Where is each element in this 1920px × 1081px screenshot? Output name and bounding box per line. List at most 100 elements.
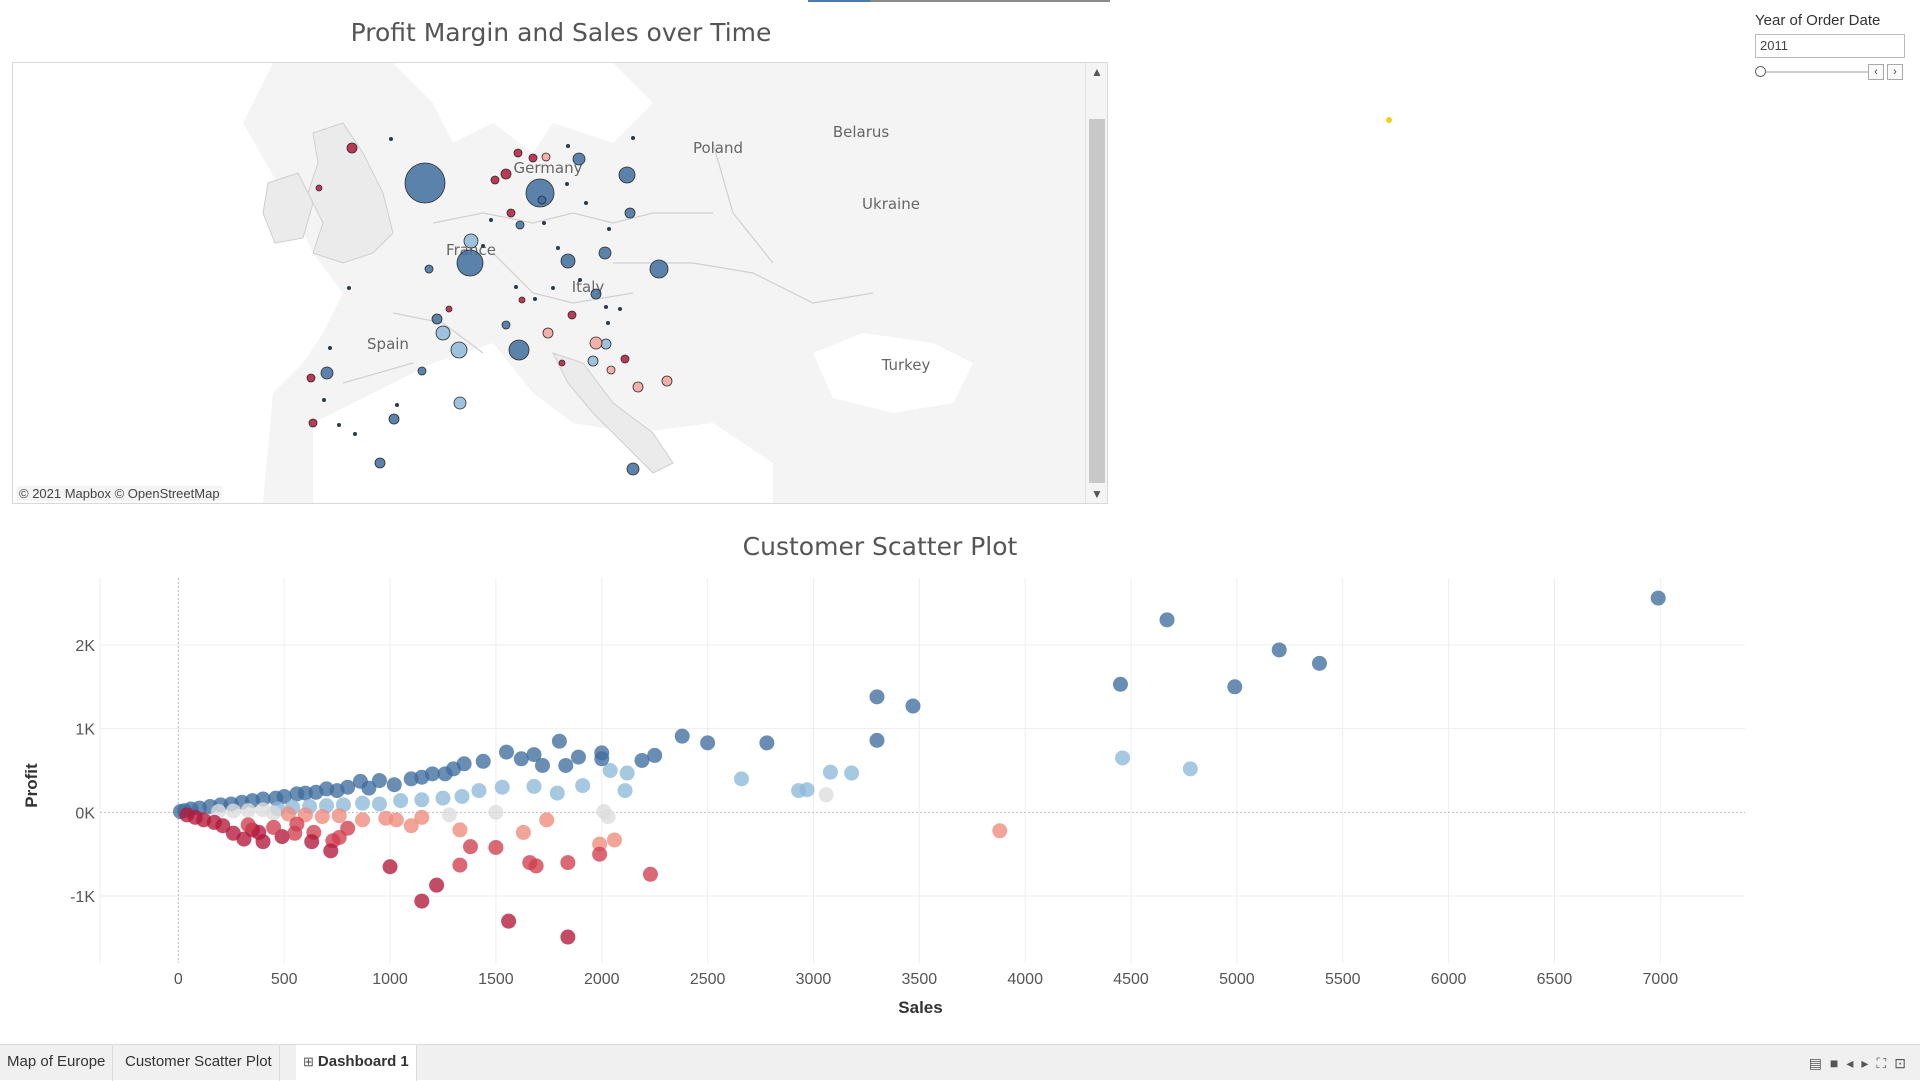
map-bubble[interactable] — [315, 184, 323, 192]
map-bubble[interactable] — [528, 153, 538, 163]
scroll-thumb[interactable] — [1089, 119, 1105, 483]
scatter-point[interactable] — [414, 792, 430, 808]
scatter-point[interactable] — [606, 832, 622, 848]
scatter-point[interactable] — [266, 805, 282, 821]
map-bubble[interactable] — [604, 305, 608, 309]
scatter-point[interactable] — [992, 823, 1008, 839]
scatter-point[interactable] — [498, 744, 514, 760]
scatter-point[interactable] — [289, 786, 305, 802]
map-bubble[interactable] — [587, 355, 599, 367]
map-bubble[interactable] — [600, 338, 612, 350]
map-bubble[interactable] — [513, 148, 523, 158]
scatter-point[interactable] — [515, 824, 531, 840]
scatter-point[interactable] — [287, 825, 303, 841]
scatter-point[interactable] — [331, 829, 347, 845]
map-bubble[interactable] — [389, 137, 393, 141]
map-bubble[interactable] — [424, 264, 434, 274]
status-bar-icons[interactable]: ▤■◂▸⛶⊡ — [1809, 1055, 1914, 1072]
scatter-point[interactable] — [437, 766, 453, 782]
scatter-point[interactable] — [617, 783, 633, 799]
map-bubble[interactable] — [308, 418, 318, 428]
chevron-right-icon[interactable]: › — [1887, 64, 1903, 80]
map-bubble[interactable] — [533, 297, 537, 301]
map-bubble[interactable] — [560, 253, 576, 269]
scatter-point[interactable] — [634, 752, 650, 768]
map-bubble[interactable] — [320, 366, 334, 380]
scatter-point[interactable] — [501, 913, 517, 929]
map-bubble[interactable] — [661, 375, 673, 387]
scatter-point[interactable] — [393, 793, 409, 809]
map-bubble[interactable] — [515, 220, 525, 230]
scatter-point[interactable] — [1650, 590, 1666, 606]
scatter-point[interactable] — [1112, 676, 1128, 692]
scatter-point[interactable] — [225, 803, 241, 819]
map-bubble[interactable] — [489, 218, 493, 222]
map-bubble[interactable] — [435, 325, 451, 341]
scatter-point[interactable] — [551, 733, 567, 749]
map-bubble[interactable] — [306, 373, 316, 383]
scatter-point[interactable] — [331, 808, 347, 824]
map-bubble[interactable] — [518, 296, 526, 304]
scatter-point[interactable] — [371, 773, 387, 789]
scatter-point[interactable] — [733, 771, 749, 787]
scatter-point[interactable] — [266, 819, 282, 835]
scatter-point[interactable] — [352, 773, 368, 789]
map-bubble[interactable] — [606, 321, 610, 325]
map-bubble[interactable] — [514, 285, 518, 289]
scatter-point[interactable] — [602, 763, 618, 778]
scatter-point[interactable] — [1115, 750, 1131, 766]
scatter-point[interactable] — [488, 804, 504, 820]
scatter-point[interactable] — [869, 689, 885, 705]
map-bubble[interactable] — [537, 195, 547, 205]
scatter-point[interactable] — [549, 785, 565, 801]
slider-track[interactable] — [1759, 71, 1869, 73]
scatter-point[interactable] — [560, 929, 576, 945]
map-bubble[interactable] — [481, 244, 485, 248]
chevron-left-icon[interactable]: ‹ — [1868, 64, 1884, 80]
map-bubble[interactable] — [374, 457, 386, 469]
map-bubble[interactable] — [395, 403, 399, 407]
scatter-point[interactable] — [1227, 679, 1243, 695]
map-bubble[interactable] — [453, 396, 467, 410]
tab-map-of-europe[interactable]: Map of Europe — [0, 1045, 114, 1081]
scatter-point[interactable] — [225, 825, 241, 841]
year-filter-input[interactable]: 2011 — [1755, 34, 1905, 58]
scatter-point[interactable] — [642, 866, 658, 882]
scatter-point[interactable] — [454, 788, 470, 804]
scatter-points[interactable] — [172, 590, 1666, 945]
scatter-point[interactable] — [323, 843, 339, 859]
scatter-point[interactable] — [647, 747, 663, 763]
scatter-point[interactable] — [674, 728, 690, 744]
map-bubble[interactable] — [541, 152, 551, 162]
map-bubble[interactable] — [500, 168, 512, 180]
map-bubble[interactable] — [649, 259, 669, 279]
map-bubble[interactable] — [388, 413, 400, 425]
scatter-point[interactable] — [452, 857, 468, 873]
map-bubble[interactable] — [506, 208, 516, 218]
map-bubbles[interactable] — [306, 136, 673, 476]
map-bubble[interactable] — [456, 249, 484, 277]
scatter-point[interactable] — [251, 824, 267, 840]
scatter-point[interactable] — [619, 765, 635, 781]
scatter-point[interactable] — [355, 795, 371, 811]
scatter-point[interactable] — [558, 757, 574, 773]
scatter-point[interactable] — [905, 698, 921, 714]
year-slider[interactable]: ‹ › — [1755, 64, 1905, 80]
slider-knob[interactable] — [1755, 66, 1766, 77]
scatter-point[interactable] — [700, 735, 716, 751]
map-bubble[interactable] — [542, 327, 554, 339]
map-bubble[interactable] — [551, 286, 555, 290]
scatter-point[interactable] — [280, 806, 296, 822]
map-bubble[interactable] — [620, 354, 630, 364]
scatter-point[interactable] — [528, 858, 544, 874]
map-bubble[interactable] — [565, 182, 569, 186]
scatter-point[interactable] — [314, 809, 330, 825]
scatter-point[interactable] — [382, 859, 398, 875]
scatter-canvas[interactable]: 0 500 1000 1500 2000 2500 3000 3500 4000 4500 5000… — [0, 568, 1760, 1038]
scatter-point[interactable] — [594, 751, 610, 767]
europe-map[interactable]: PolandBelarusUkraineGermanyFranceItalySp… — [12, 62, 1108, 504]
scatter-point[interactable] — [355, 812, 371, 828]
map-bubble[interactable] — [417, 366, 427, 376]
map-bubble[interactable] — [490, 175, 500, 185]
scatter-point[interactable] — [475, 753, 491, 769]
